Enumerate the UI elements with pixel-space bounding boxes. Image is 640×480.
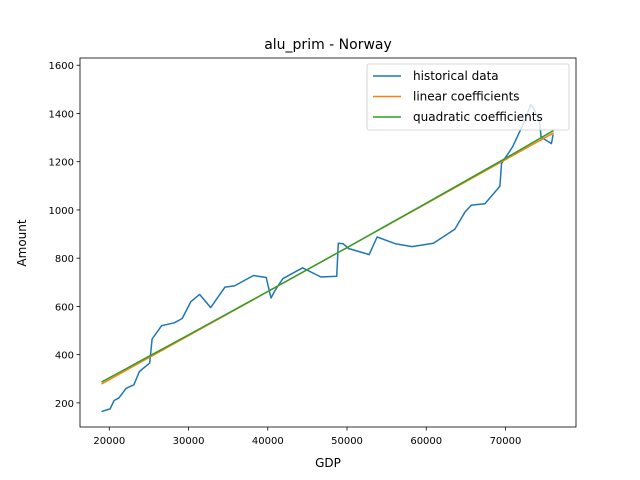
legend-label-2: linear coefficients [413,90,520,104]
x-tick-label: 30000 [173,436,205,447]
y-tick-label: 600 [55,302,74,313]
y-tick-label: 800 [55,254,74,265]
series-lines [101,103,555,413]
axes-frame [79,57,577,428]
y-tick-label: 1200 [49,158,74,169]
x-tick-label: 40000 [252,436,284,447]
legend: historical data linear coefficients quadra… [366,63,570,131]
y-axis-label: Amount [15,219,29,266]
y-tick-label: 400 [55,351,74,362]
x-tick-label: 20000 [93,436,125,447]
legend-label-3: quadratic coefficients [413,110,543,124]
x-tick-label: 60000 [410,436,442,447]
y-tick-label: 1000 [49,206,74,217]
series-line-3 [101,129,555,383]
x-axis-label: GDP [315,456,341,470]
axes: 20000 30000 40000 50000 60000 70000 200 400 600 8… [49,57,577,447]
plot-area [101,103,555,413]
legend-label-1: historical data [413,69,499,83]
x-tick-label: 70000 [490,436,522,447]
y-tick-label: 1400 [49,109,74,120]
y-tick-label: 200 [55,399,74,410]
legend-box [366,63,570,131]
x-tick-label: 50000 [331,436,363,447]
chart-title: alu_prim - Norway [264,37,392,53]
y-tick-label: 1600 [49,61,74,72]
